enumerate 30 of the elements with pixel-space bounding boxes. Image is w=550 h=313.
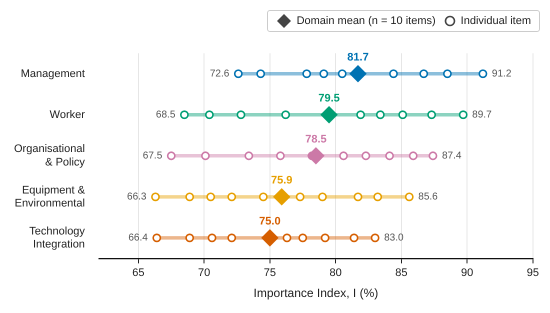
x-tick-label: 85 — [395, 267, 408, 280]
data-label: 66.4 — [128, 232, 148, 244]
data-label: 72.6 — [210, 68, 230, 80]
data-label: 75.0 — [259, 215, 281, 228]
data-label: 83.0 — [384, 232, 404, 244]
data-label: 79.5 — [318, 92, 340, 104]
x-tick-label: 90 — [461, 267, 474, 280]
data-label: 66.3 — [127, 192, 147, 203]
data-label: 91.2 — [492, 68, 512, 80]
y-tick-label: Worker — [50, 108, 86, 121]
data-label: 68.5 — [156, 110, 176, 121]
data-label: 67.5 — [142, 150, 163, 162]
data-label: 75.9 — [271, 174, 292, 186]
x-tick-label: 70 — [198, 267, 210, 280]
y-tick-label: Equipment & Environmental — [14, 184, 86, 210]
x-tick-label: 80 — [330, 267, 342, 280]
data-label: 89.7 — [472, 110, 492, 121]
x-axis-title: Importance Index, I (%) — [254, 286, 378, 300]
y-tick-label: Organisational & Policy — [14, 143, 86, 168]
data-label: 78.5 — [305, 133, 327, 146]
text: Domain mean (n = 10 items) — [296, 15, 436, 27]
y-tick-label: Management — [20, 68, 85, 80]
x-tick-label: 65 — [132, 267, 145, 280]
x-tick-label: 75 — [264, 267, 276, 280]
text: Individual item — [460, 15, 531, 27]
y-tick-label: Technology Integration — [29, 225, 86, 251]
data-label: 85.6 — [418, 192, 438, 203]
data-label: 87.4 — [442, 150, 462, 162]
data-label: 81.7 — [347, 51, 369, 64]
x-tick-label: 95 — [526, 267, 540, 280]
